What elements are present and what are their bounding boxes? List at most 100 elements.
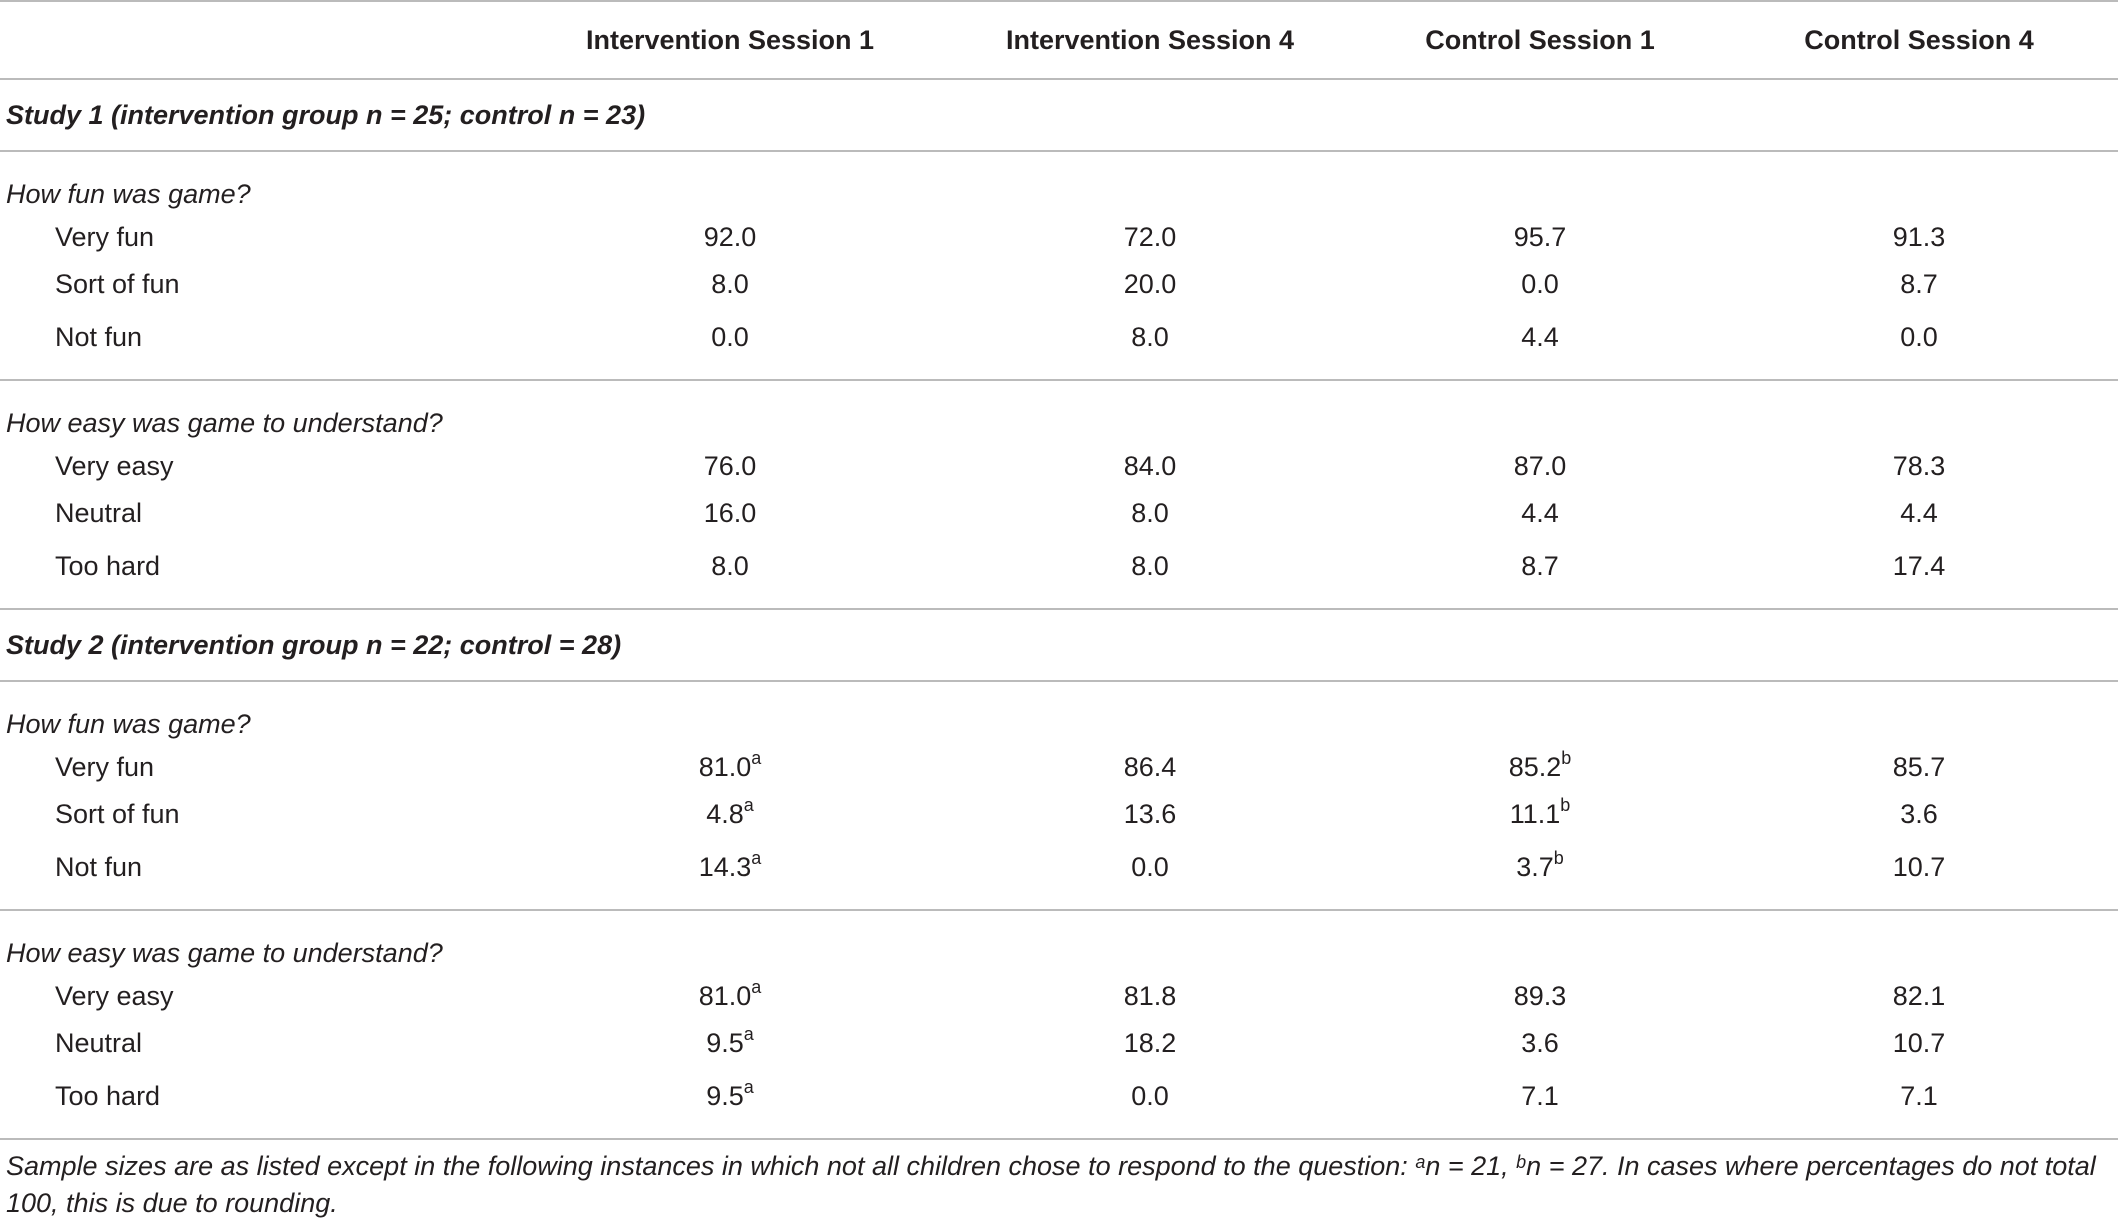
cell-value: 20.0 [1123,269,1177,299]
cell-value: 9.5 [706,1081,744,1111]
cell: 82.1 [1720,973,2118,1020]
cell-value: 4.4 [1521,498,1559,528]
cell: 8.0 [940,490,1360,537]
data-row: Neutral 9.5a 18.2 3.6 10.7 [0,1020,2118,1067]
cell-value: 0.0 [1131,1081,1169,1111]
cell: 8.0 [520,537,940,610]
data-row: Very easy 81.0a 81.8 89.3 82.1 [0,973,2118,1020]
cell-value: 8.0 [711,269,749,299]
cell: 3.6 [1360,1020,1720,1067]
cell-note: b [1553,848,1564,868]
footnote-mark: b [1516,1152,1527,1172]
cell-value: 8.7 [1900,269,1938,299]
cell: 0.0 [1720,308,2118,381]
cell-value: 3.7 [1516,852,1554,882]
cell: 9.5a [520,1020,940,1067]
data-table: Intervention Session 1 Intervention Sessi… [0,0,2118,1140]
cell: 0.0 [520,308,940,381]
cell: 17.4 [1720,537,2118,610]
section-row: Study 1 (intervention group n = 25; cont… [0,79,2118,152]
cell-note: a [743,1077,754,1097]
question: How easy was game to understand? [6,408,443,438]
cell-value: 4.4 [1900,498,1938,528]
question-row: How easy was game to understand? [0,380,2118,443]
cell-note: a [751,748,762,768]
cell: 14.3a [520,838,940,911]
cell-value: 78.3 [1892,451,1946,481]
column-header: Control Session 4 [1720,0,2118,80]
table-body: Intervention Session 1 Intervention Sessi… [0,0,2118,1140]
cell-value: 4.4 [1521,322,1559,352]
cell: 3.6 [1720,791,2118,838]
cell-note: a [743,1024,754,1044]
column-header: Control Session 1 [1360,0,1720,80]
cell: 0.0 [1360,261,1720,308]
cell-value: 87.0 [1513,451,1567,481]
cell: 81.0a [520,744,940,791]
question-row: How fun was game? [0,151,2118,214]
cell-value: 92.0 [703,222,757,252]
question-row: How easy was game to understand? [0,910,2118,973]
cell: 76.0 [520,443,940,490]
footnote-mark: a [1415,1152,1426,1172]
cell: 10.7 [1720,1020,2118,1067]
cell: 11.1b [1360,791,1720,838]
question: How easy was game to understand? [6,938,443,968]
cell: 89.3 [1360,973,1720,1020]
cell-value: 0.0 [1521,269,1559,299]
cell: 85.7 [1720,744,2118,791]
cell: 72.0 [940,214,1360,261]
cell-value: 81.0 [698,752,752,782]
cell-value: 0.0 [1131,852,1169,882]
data-row: Neutral 16.0 8.0 4.4 4.4 [0,490,2118,537]
data-row: Not fun 14.3a 0.0 3.7b 10.7 [0,838,2118,911]
section-title: Study 2 (intervention group n = 22; cont… [0,609,2118,682]
cell-value: 91.3 [1892,222,1946,252]
cell: 78.3 [1720,443,2118,490]
cell-value: 3.6 [1521,1028,1559,1058]
row-label: Very fun [55,222,155,252]
cell-note: a [751,977,762,997]
data-row: Too hard 9.5a 0.0 7.1 7.1 [0,1067,2118,1140]
cell-value: 72.0 [1123,222,1177,252]
header-cell [0,0,520,80]
cell-value: 8.7 [1521,551,1559,581]
cell-value: 89.3 [1513,981,1567,1011]
footnote-text: n = 21, [1425,1151,1517,1181]
cell-value: 16.0 [703,498,757,528]
cell-value: 82.1 [1892,981,1946,1011]
cell: 8.0 [520,261,940,308]
cell-note: b [1561,748,1572,768]
cell-value: 3.6 [1900,799,1938,829]
cell-value: 81.8 [1123,981,1177,1011]
header-row: Intervention Session 1 Intervention Sessi… [0,0,2118,80]
cell: 95.7 [1360,214,1720,261]
cell-value: 8.0 [1131,322,1169,352]
cell-value: 81.0 [698,981,752,1011]
cell-value: 11.1 [1509,799,1561,829]
cell: 4.4 [1360,308,1720,381]
cell-note: a [743,795,754,815]
cell-value: 9.5 [706,1028,744,1058]
cell: 81.0a [520,973,940,1020]
cell: 92.0 [520,214,940,261]
cell: 0.0 [940,838,1360,911]
question-row: How fun was game? [0,681,2118,744]
row-label: Not fun [0,838,520,911]
data-row: Very easy 76.0 84.0 87.0 78.3 [0,443,2118,490]
cell-value: 85.2 [1508,752,1562,782]
cell-value: 8.0 [1131,498,1169,528]
cell-value: 84.0 [1123,451,1177,481]
cell-value: 0.0 [711,322,749,352]
cell: 91.3 [1720,214,2118,261]
cell-note: a [751,848,762,868]
cell: 13.6 [940,791,1360,838]
footnote: Sample sizes are as listed except in the… [0,1140,2118,1222]
cell-value: 8.0 [711,551,749,581]
data-row: Very fun 92.0 72.0 95.7 91.3 [0,214,2118,261]
cell: 7.1 [1360,1067,1720,1140]
row-label: Neutral [55,498,143,528]
cell: 16.0 [520,490,940,537]
data-row: Sort of fun 4.8a 13.6 11.1b 3.6 [0,791,2118,838]
